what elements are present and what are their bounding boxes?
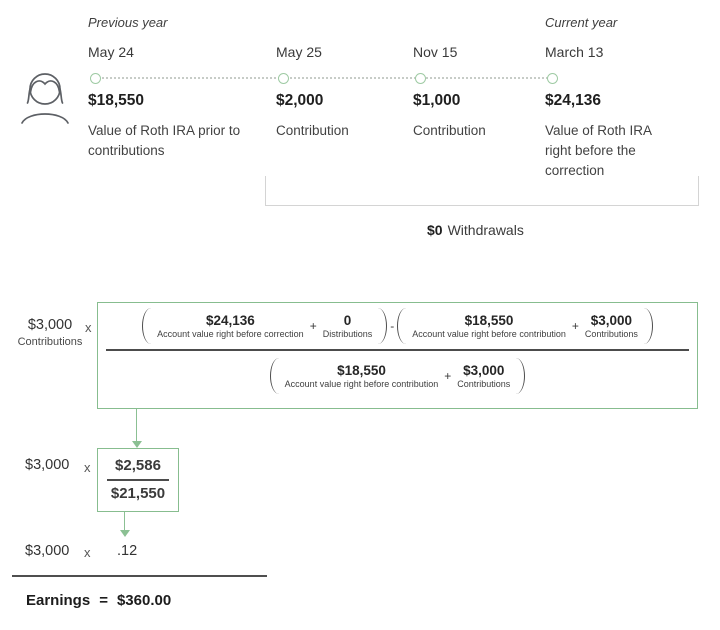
woman-avatar-icon xyxy=(21,73,69,124)
step3-decimal-value: .12 xyxy=(117,543,138,559)
denominator-term: $3,000 Contributions xyxy=(454,362,513,390)
term-label: Distributions xyxy=(322,329,373,339)
timeline-event-label: Contribution xyxy=(276,123,349,138)
term-label: Contributions xyxy=(584,329,638,339)
arrow-shaft xyxy=(135,409,138,442)
arrow-down-icon xyxy=(131,409,142,448)
numerator-term: $24,136 Account value right before corre… xyxy=(154,312,307,340)
earnings-formula-box: $24,136 Account value right before corre… xyxy=(97,302,698,409)
withdrawals-note: $0 Withdrawals xyxy=(427,222,524,238)
timeline-date: Nov 15 xyxy=(413,44,458,60)
timeline-date: May 24 xyxy=(88,44,134,60)
multiply-operator: x xyxy=(84,460,91,475)
withdrawals-label: Withdrawals xyxy=(447,222,524,238)
arrow-head xyxy=(131,441,142,448)
term-label: Contributions xyxy=(457,378,511,389)
contributions-multiplier: $3,000 Contributions xyxy=(12,317,88,348)
timeline-dot xyxy=(89,73,101,84)
open-paren xyxy=(142,308,151,344)
multiplier-value: $3,000 xyxy=(27,317,73,333)
multiply-operator: x xyxy=(84,545,91,560)
term-label: Account value right before contribution xyxy=(284,378,439,389)
term-value: $18,550 xyxy=(464,313,514,328)
timeline-date: March 13 xyxy=(545,44,604,60)
timeline-event-label: Contribution xyxy=(413,123,486,138)
close-paren xyxy=(516,357,526,394)
ratio-numerator: $2,586 xyxy=(115,457,161,475)
earnings-label: Earnings xyxy=(26,592,91,609)
fraction-bar xyxy=(106,349,689,351)
timeline-event-label: Value of Roth IRA prior to contributions xyxy=(88,123,241,158)
term-value: 0 xyxy=(343,313,352,328)
term-value: $24,136 xyxy=(206,313,255,328)
denominator-row: $18,550 Account value right before contr… xyxy=(102,357,693,394)
term-value: $3,000 xyxy=(590,313,633,328)
term-value: $3,000 xyxy=(463,362,505,378)
plus-operator: + xyxy=(444,368,452,383)
open-paren xyxy=(397,308,406,344)
timeline-event-label: Value of Roth IRA right before the corre… xyxy=(545,123,652,178)
numerator-term: $18,550 Account value right before contr… xyxy=(409,312,569,340)
multiplier-label: Contributions xyxy=(17,336,83,348)
step2-multiplier: $3,000 xyxy=(25,457,70,473)
arrow-shaft xyxy=(123,512,126,531)
timeline-dotted-line xyxy=(95,77,552,79)
arrow-head xyxy=(119,530,130,537)
numerator-row: $24,136 Account value right before corre… xyxy=(102,308,693,344)
plus-operator: + xyxy=(309,319,317,333)
arrow-down-icon xyxy=(119,512,130,537)
numerator-term: $3,000 Contributions xyxy=(582,312,641,340)
plus-operator: + xyxy=(571,319,579,333)
ratio-denominator: $21,550 xyxy=(110,484,166,502)
current-year-label: Current year xyxy=(545,15,618,30)
earnings-value: $360.00 xyxy=(116,592,172,609)
timeline-value: $2,000 xyxy=(276,92,324,109)
timeline-dot xyxy=(277,73,289,84)
ratio-box: $2,586 $21,550 xyxy=(97,448,179,512)
term-value: $18,550 xyxy=(337,362,386,378)
open-paren xyxy=(269,357,279,394)
minus-operator: - xyxy=(390,319,395,333)
close-paren xyxy=(378,308,388,344)
term-label: Account value right before contribution xyxy=(412,329,566,339)
timeline-dot xyxy=(546,73,558,84)
withdrawals-amount: $0 xyxy=(427,222,443,238)
timeline-value: $24,136 xyxy=(545,92,602,109)
timeline-value: $1,000 xyxy=(413,92,461,109)
previous-year-label: Previous year xyxy=(88,15,168,30)
equals-sign: = xyxy=(99,592,108,609)
result-rule xyxy=(12,575,267,577)
earnings-result: Earnings = $360.00 xyxy=(26,592,171,609)
term-label: Account value right before correction xyxy=(157,329,304,339)
denominator-term: $18,550 Account value right before contr… xyxy=(282,362,442,390)
timeline-dot xyxy=(414,73,426,84)
close-paren xyxy=(644,308,653,344)
step3-multiplier: $3,000 xyxy=(25,543,70,559)
withdrawals-bracket xyxy=(265,176,699,206)
fraction-bar xyxy=(107,479,169,481)
numerator-term: 0 Distributions xyxy=(320,312,376,340)
multiply-operator: x xyxy=(85,320,92,335)
timeline-value: $18,550 xyxy=(88,92,145,109)
timeline-date: May 25 xyxy=(276,44,322,60)
